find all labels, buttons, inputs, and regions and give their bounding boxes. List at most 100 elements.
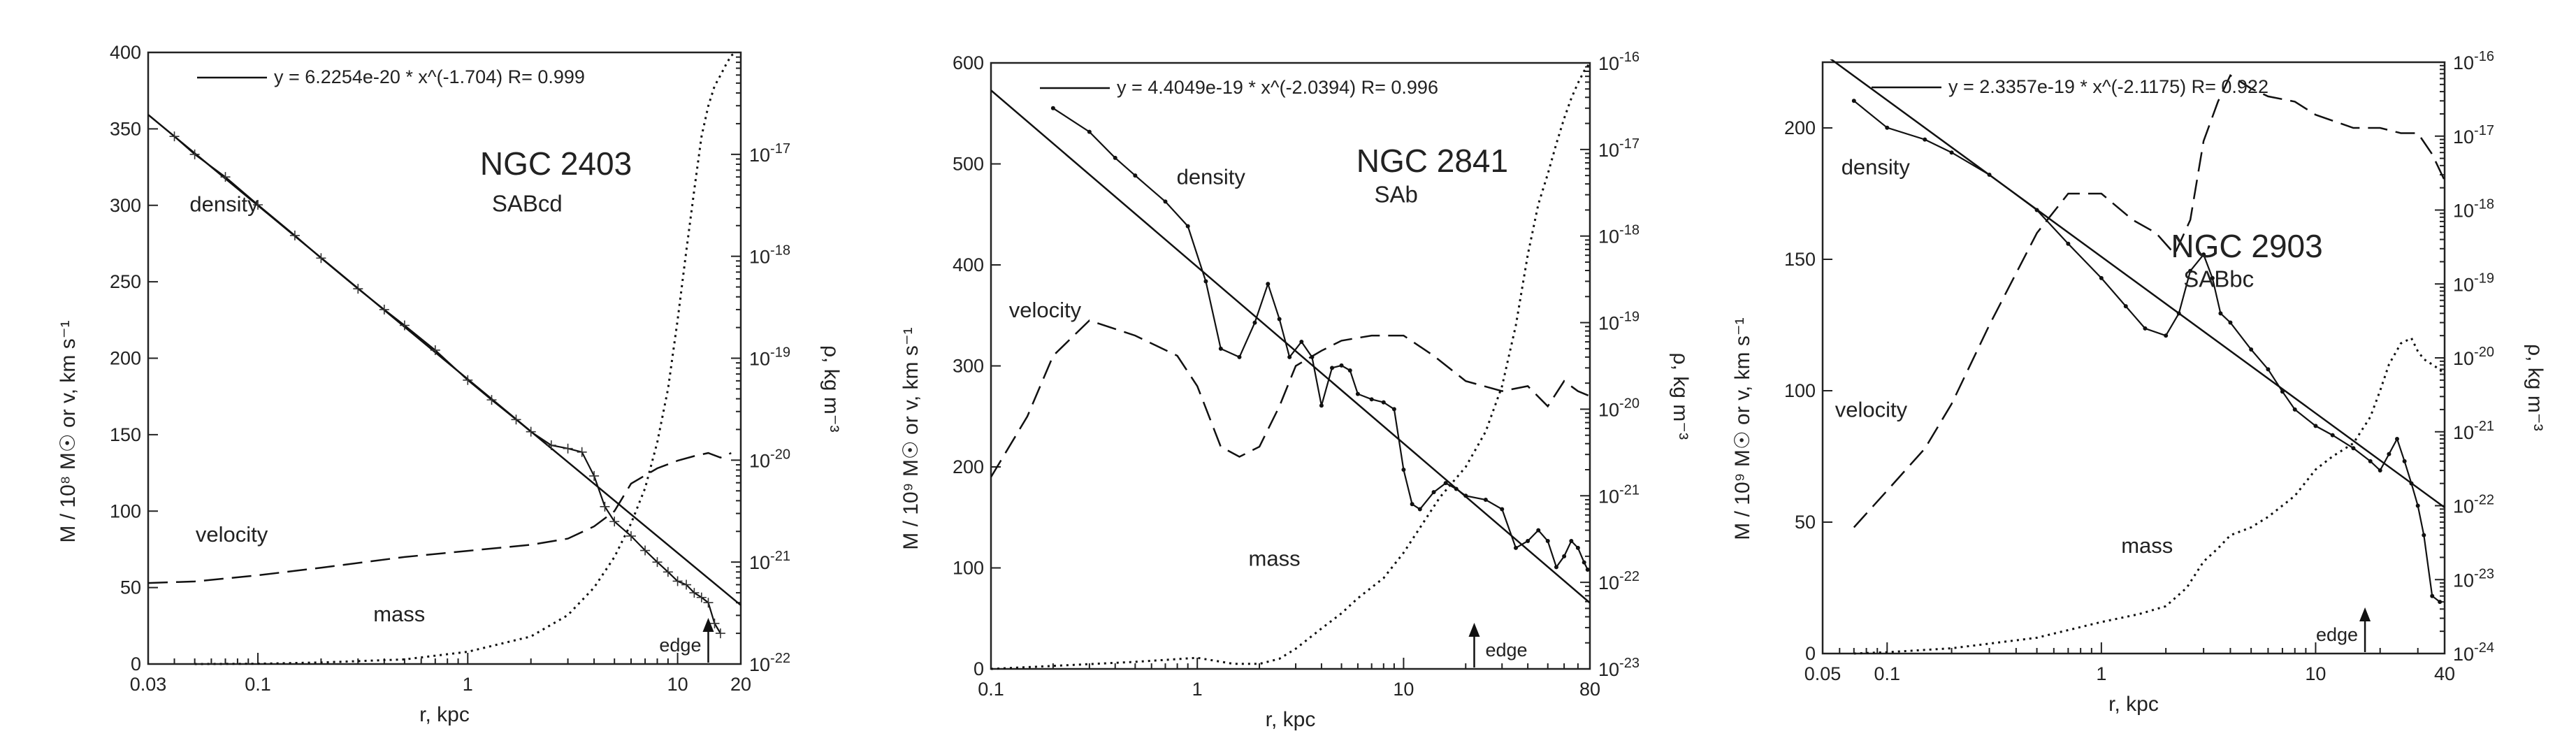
y2-tick-mantissa: 10 <box>2453 127 2474 147</box>
x-tick-label: 0.1 <box>978 679 1004 700</box>
y2-tick-exponent: -16 <box>2474 49 2494 64</box>
x-tick-label: 40 <box>2434 663 2455 684</box>
density-point <box>526 426 536 437</box>
galaxy-name: NGC 2903 <box>2171 228 2322 264</box>
density-label: density <box>1841 155 1911 180</box>
y2-tick-exponent: -21 <box>1619 482 1640 498</box>
y2-tick-exponent: -24 <box>2474 640 2494 656</box>
density-point <box>2201 252 2206 257</box>
density-point <box>703 598 714 608</box>
density-point <box>511 414 521 425</box>
y2-tick-label: 10-21 <box>1598 482 1640 507</box>
density-point <box>1463 493 1468 498</box>
density-point <box>681 579 692 590</box>
galaxy-name: NGC 2403 <box>480 145 632 182</box>
density-point <box>1483 497 1488 502</box>
density-point <box>1391 407 1396 412</box>
y2-tick-mantissa: 10 <box>1598 53 1619 74</box>
density-point <box>1339 363 1344 368</box>
y2-tick-exponent: -19 <box>770 345 790 361</box>
y-axis-title: M / 10⁸ M☉ or v, km s⁻¹ <box>57 320 80 542</box>
density-point <box>2034 208 2039 212</box>
edge-label: edge <box>1485 640 1527 661</box>
density-point <box>2228 320 2233 325</box>
x-tick-label: 1 <box>2096 663 2106 684</box>
density-point <box>1514 545 1519 550</box>
mass-label: mass <box>2121 533 2173 558</box>
density-point <box>1355 391 1360 396</box>
density-point <box>1163 199 1168 204</box>
density-point <box>689 588 700 598</box>
y2-tick-label: 10-17 <box>749 141 790 166</box>
y-tick-label: 150 <box>110 424 141 445</box>
y2-tick-mantissa: 10 <box>2453 496 2474 517</box>
density-point <box>1575 545 1580 550</box>
y2-tick-label: 10-20 <box>2453 345 2494 369</box>
density-point <box>399 320 410 331</box>
y2-tick-label: 10-18 <box>749 243 790 268</box>
density-point <box>1237 354 1242 359</box>
velocity-label: velocity <box>196 522 268 547</box>
density-point <box>589 470 600 481</box>
x-tick-label: 1 <box>1192 679 1203 700</box>
density-point <box>1500 507 1505 512</box>
density-point <box>1277 317 1282 322</box>
density-point <box>577 447 587 457</box>
panel-ngc2403: 0.03 0.1 1 10 2005010015020025030035040010-2… <box>57 42 843 726</box>
density-point <box>2402 459 2407 463</box>
y-tick-label: 100 <box>110 500 141 521</box>
y-tick-label: 400 <box>953 254 984 275</box>
density-point <box>1562 554 1567 558</box>
edge-arrow-head <box>1468 623 1480 637</box>
density-point <box>2330 433 2335 438</box>
density-point <box>316 253 326 264</box>
density-point <box>2394 436 2399 441</box>
density-point <box>1252 320 1257 325</box>
density-point <box>289 230 300 240</box>
y2-tick-exponent: -18 <box>770 243 790 259</box>
density-point <box>1401 468 1406 473</box>
density-point <box>463 375 473 385</box>
edge-arrow-head <box>702 618 714 632</box>
x-axis-title: r, kpc <box>2108 693 2159 716</box>
y-tick-label: 400 <box>110 42 141 63</box>
y2-tick-label: 10-16 <box>1598 50 1640 74</box>
y2-tick-mantissa: 10 <box>2453 644 2474 665</box>
y2-tick-label: 10-19 <box>2453 270 2494 295</box>
density-point <box>379 304 389 315</box>
y2-tick-label: 10-22 <box>749 651 790 675</box>
density-point <box>1851 99 1856 103</box>
density-point <box>1310 354 1315 359</box>
galaxy-type: SABcd <box>492 191 563 217</box>
x-tick-label: 10 <box>667 674 688 695</box>
curves <box>1830 59 2445 655</box>
density-point <box>2378 468 2382 473</box>
legend-fit-text: y = 2.3357e-19 * x^(-2.1175) R= 0.922 <box>1948 76 2269 97</box>
density-point <box>1454 486 1459 491</box>
y2-tick-mantissa: 10 <box>749 552 770 573</box>
y2-tick-mantissa: 10 <box>2453 348 2474 369</box>
density-point <box>1582 560 1586 565</box>
density-point <box>2368 459 2373 463</box>
y2-tick-exponent: -21 <box>2474 419 2494 434</box>
density-point <box>2422 533 2426 538</box>
y2-tick-mantissa: 10 <box>749 450 770 471</box>
y2-tick-exponent: -22 <box>1619 569 1640 584</box>
y-tick-label: 200 <box>953 456 984 477</box>
y2-tick-label: 10-20 <box>1598 396 1640 420</box>
density-point <box>1203 279 1208 284</box>
density-point <box>709 618 720 628</box>
y2-tick-label: 10-21 <box>749 549 790 573</box>
density-point <box>2438 600 2443 605</box>
curves <box>148 51 741 665</box>
legend-fit-text: y = 4.4049e-19 * x^(-2.0394) R= 0.996 <box>1117 77 1438 98</box>
density-point <box>1417 507 1422 512</box>
density-point <box>1987 173 1992 178</box>
y2-tick-label: 10-23 <box>2453 566 2494 591</box>
velocity-curve <box>1853 73 2445 528</box>
density-point <box>1569 539 1574 544</box>
y2-tick-exponent: -19 <box>2474 270 2494 286</box>
y2-tick-mantissa: 10 <box>1598 572 1619 593</box>
x-axis-title: r, kpc <box>419 703 470 726</box>
fit-line <box>991 89 1590 604</box>
